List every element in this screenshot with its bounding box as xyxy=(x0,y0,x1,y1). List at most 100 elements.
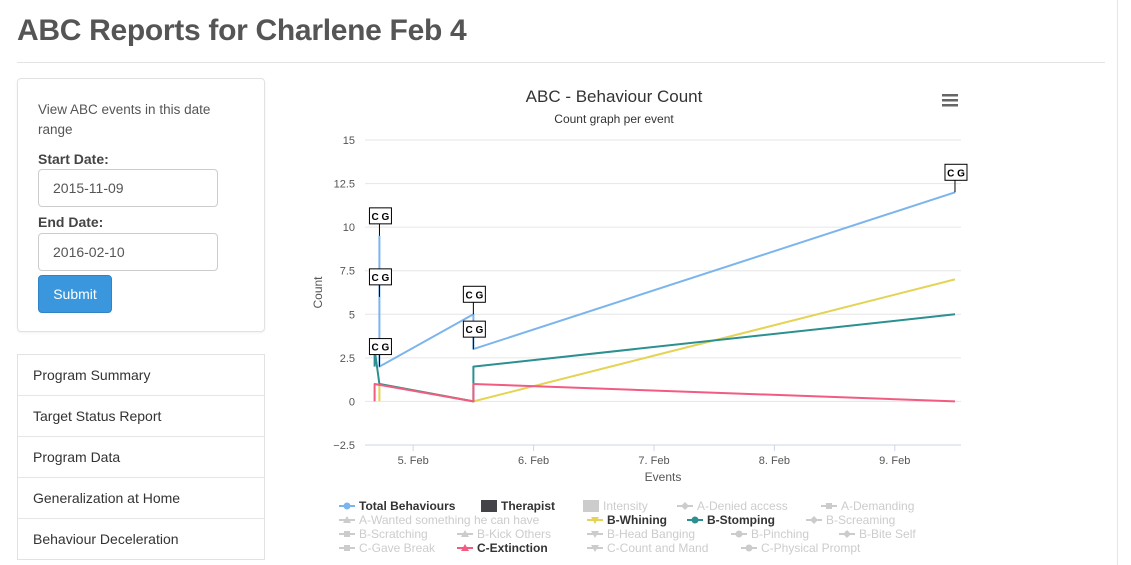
legend-marker xyxy=(461,530,469,537)
flag-text: C G xyxy=(465,325,483,336)
legend-item-c-count-and-mand[interactable]: C-Count and Mand xyxy=(587,541,708,555)
legend-item-c-physical-prompt[interactable]: C-Physical Prompt xyxy=(741,541,861,555)
legend-item-b-head-banging[interactable]: B-Head Banging xyxy=(587,527,695,541)
legend-label: B-Head Banging xyxy=(607,527,695,541)
y-tick-label: 10 xyxy=(343,222,355,234)
legend-item-b-stomping[interactable]: B-Stomping xyxy=(687,513,775,527)
legend-symbol xyxy=(583,500,599,512)
end-date-label: End Date: xyxy=(38,214,104,230)
legend-label: B-Whining xyxy=(607,513,667,527)
flag-box xyxy=(368,338,392,356)
series-line-c-extinction[interactable] xyxy=(373,383,956,403)
y-tick-label: 5 xyxy=(349,309,355,321)
title-divider xyxy=(17,62,1105,63)
flag-text: C G xyxy=(372,212,390,223)
legend-marker xyxy=(591,531,599,538)
flag-text: C G xyxy=(372,343,390,354)
legend-label: Therapist xyxy=(501,499,555,513)
event-flag[interactable]: C G xyxy=(462,285,486,315)
y-tick-label: 7.5 xyxy=(340,266,355,278)
flag-text: C G xyxy=(947,168,965,179)
legend-item-b-bite-self[interactable]: B-Bite Self xyxy=(839,527,916,541)
legend-label: A-Demanding xyxy=(841,499,914,513)
flag-box xyxy=(462,285,486,303)
flag-box xyxy=(944,163,968,181)
legend-item-a-denied-access[interactable]: A-Denied access xyxy=(677,499,788,513)
legend-item-a-wanted-something-he-can-have[interactable]: A-Wanted something he can have xyxy=(339,513,540,527)
legend-item-b-whining[interactable]: B-Whining xyxy=(587,513,667,527)
flag-box xyxy=(368,207,392,225)
x-tick-label: 7. Feb xyxy=(638,455,669,467)
menu-item-behaviour-deceleration[interactable]: Behaviour Deceleration xyxy=(33,531,179,547)
legend-item-c-extinction[interactable]: C-Extinction xyxy=(457,541,548,555)
legend-marker xyxy=(745,544,753,552)
y-tick-label: 2.5 xyxy=(340,353,355,365)
flag-box xyxy=(368,268,392,286)
legend-symbol xyxy=(481,500,497,512)
legend-label: A-Wanted something he can have xyxy=(359,513,540,527)
chart-title: ABC - Behaviour Count xyxy=(526,87,703,106)
menu-item-target-status-report[interactable]: Target Status Report xyxy=(18,396,264,437)
menu-item-generalization-at-home[interactable]: Generalization at Home xyxy=(18,478,264,519)
legend-label: Intensity xyxy=(603,499,648,513)
event-flag[interactable]: C G xyxy=(944,163,968,193)
legend-label: A-Denied access xyxy=(697,499,788,513)
legend-label: C-Extinction xyxy=(477,541,548,555)
legend-item-therapist[interactable]: Therapist xyxy=(481,499,555,513)
y-tick-label: 0 xyxy=(349,396,355,408)
legend-label: C-Physical Prompt xyxy=(761,541,861,555)
legend-item-c-gave-break[interactable]: C-Gave Break xyxy=(339,541,436,555)
x-axis-title: Events xyxy=(645,470,682,484)
legend-marker xyxy=(826,503,832,509)
x-tick-label: 8. Feb xyxy=(759,455,790,467)
legend-label: C-Count and Mand xyxy=(607,541,708,555)
date-range-panel: View ABC events in this date range Start… xyxy=(17,78,265,332)
legend-label: C-Gave Break xyxy=(359,541,436,555)
legend-item-total-behaviours[interactable]: Total Behaviours xyxy=(339,499,456,513)
legend-marker xyxy=(343,502,351,510)
legend-item-b-kick-others[interactable]: B-Kick Others xyxy=(457,527,551,541)
page-title: ABC Reports for Charlene Feb 4 xyxy=(17,14,467,47)
legend-marker xyxy=(735,530,743,538)
start-date-label: Start Date: xyxy=(38,151,109,167)
legend-marker xyxy=(691,516,699,524)
x-tick-label: 9. Feb xyxy=(879,455,910,467)
legend-marker xyxy=(591,517,599,524)
legend-marker xyxy=(343,516,351,523)
legend-item-a-demanding[interactable]: A-Demanding xyxy=(821,499,914,513)
legend-marker xyxy=(843,530,851,538)
legend-label: Total Behaviours xyxy=(359,499,456,513)
legend-item-b-screaming[interactable]: B-Screaming xyxy=(806,513,895,527)
end-date-input[interactable] xyxy=(38,233,218,271)
x-tick-label: 5. Feb xyxy=(398,455,429,467)
legend-marker xyxy=(344,531,350,537)
chart-menu-icon[interactable] xyxy=(935,90,965,110)
legend-item-b-scratching[interactable]: B-Scratching xyxy=(339,527,428,541)
y-tick-label: 12.5 xyxy=(334,179,355,191)
legend-item-b-pinching[interactable]: B-Pinching xyxy=(731,527,809,541)
legend-marker xyxy=(810,516,818,524)
event-flag[interactable]: C G xyxy=(462,320,486,350)
legend-marker xyxy=(591,545,599,552)
y-tick-label: −2.5 xyxy=(333,440,355,452)
series-line-total-behaviours[interactable] xyxy=(378,191,956,368)
date-range-description: View ABC events in this date range xyxy=(38,102,211,137)
x-tick-label: 6. Feb xyxy=(518,455,549,467)
legend-marker xyxy=(461,544,469,551)
behaviour-count-chart: ABC - Behaviour Count Count graph per ev… xyxy=(311,87,968,555)
legend-label: B-Screaming xyxy=(826,513,895,527)
menu-item-program-summary[interactable]: Program Summary xyxy=(18,355,264,396)
menu-item-program-data[interactable]: Program Data xyxy=(18,437,264,478)
submit-button[interactable]: Submit xyxy=(38,275,112,313)
event-flag[interactable]: C G xyxy=(368,268,392,297)
legend-label: B-Kick Others xyxy=(477,527,551,541)
start-date-input[interactable] xyxy=(38,169,218,207)
legend-item-intensity[interactable]: Intensity xyxy=(583,499,648,513)
legend-label: B-Bite Self xyxy=(859,527,916,541)
legend-label: B-Stomping xyxy=(707,513,775,527)
y-axis-title: Count xyxy=(311,276,325,309)
event-flag[interactable]: C G xyxy=(368,207,392,236)
event-flag[interactable]: C G xyxy=(368,338,392,367)
legend-marker xyxy=(344,545,350,551)
legend-label: B-Pinching xyxy=(751,527,809,541)
